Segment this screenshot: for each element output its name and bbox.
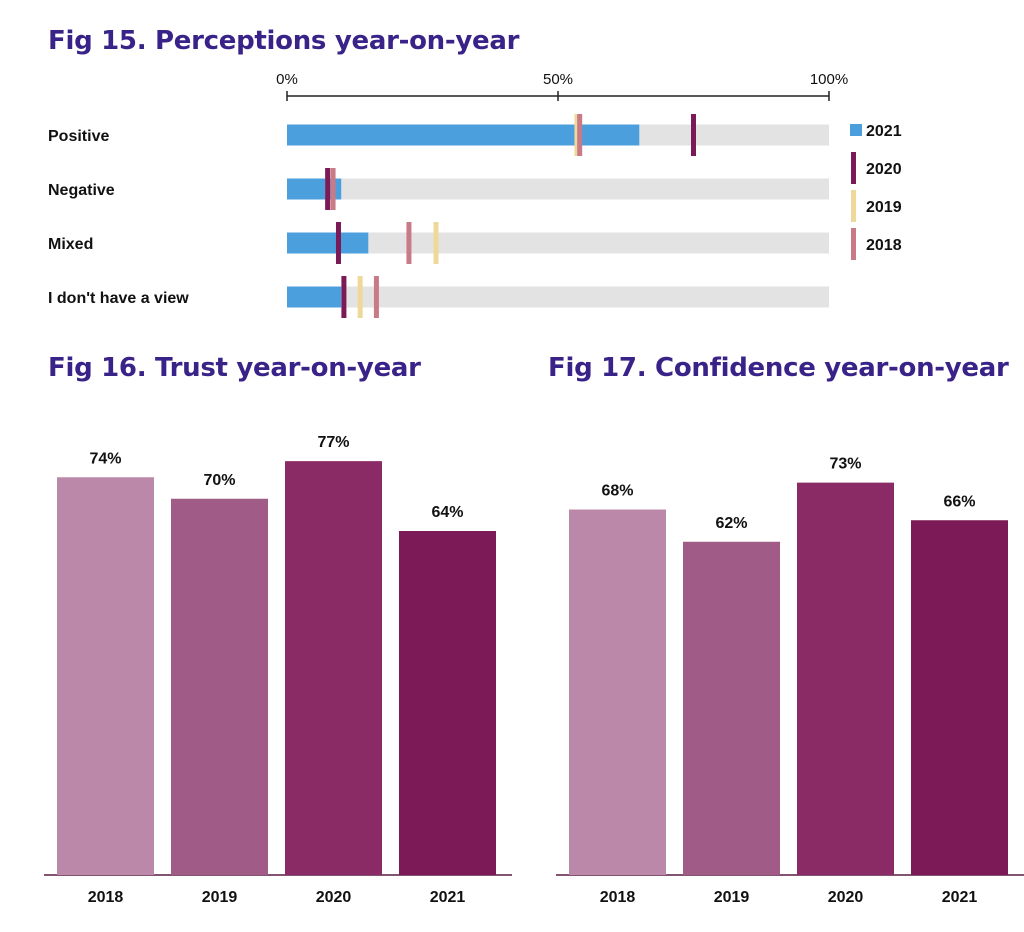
bar-2021-0 <box>287 124 640 146</box>
track-3 <box>287 286 829 308</box>
bar-2021-2 <box>287 232 369 254</box>
marker-2019-0 <box>574 114 580 156</box>
fig15-title: Fig 15. Perceptions year-on-year <box>48 26 520 56</box>
legend-label-2020: 2020 <box>866 161 902 178</box>
bar-2020 <box>285 461 382 875</box>
legend-swatch-2019 <box>851 190 856 222</box>
category-label-0: Positive <box>48 128 109 145</box>
bar-2021 <box>911 520 1008 875</box>
marker-2018-3 <box>373 276 379 318</box>
confidence-chart: 68% 2018 62% 2019 73% 2020 66% 2021 <box>556 456 1024 906</box>
category-label-2020: 2020 <box>316 889 352 906</box>
bar-2021-3 <box>287 286 342 308</box>
data-label-2020: 73% <box>829 456 861 473</box>
category-label-2018: 2018 <box>600 889 636 906</box>
fig16-title: Fig 16. Trust year-on-year <box>48 353 421 383</box>
category-label-3: I don't have a view <box>48 290 189 307</box>
category-label-2019: 2019 <box>714 889 750 906</box>
marker-2020-3 <box>341 276 347 318</box>
category-label-2021: 2021 <box>430 889 466 906</box>
category-label-2020: 2020 <box>828 889 864 906</box>
legend-label-2019: 2019 <box>866 199 902 216</box>
marker-2020-2 <box>335 222 341 264</box>
data-label-2021: 66% <box>943 493 975 510</box>
data-label-2020: 77% <box>317 434 349 451</box>
marker-2020-0 <box>691 114 696 156</box>
perceptions-chart: 0% 50% 100% Positive Negative Mixed I don't ha… <box>48 71 902 318</box>
marker-2018-0 <box>577 114 583 156</box>
bar-2018 <box>57 477 154 875</box>
bar-2019 <box>171 498 268 875</box>
bar-2019 <box>683 541 780 875</box>
data-label-2021: 64% <box>431 504 463 521</box>
data-label-2019: 70% <box>203 472 235 489</box>
marker-2019-2 <box>433 222 439 264</box>
marker-2019-3 <box>357 276 363 318</box>
bar-2021 <box>399 531 496 875</box>
bar-2018 <box>569 509 666 875</box>
marker-2020-1 <box>325 168 331 210</box>
trust-chart: 74% 2018 70% 2019 77% 2020 64% 2021 <box>44 434 512 906</box>
fig17-title: Fig 17. Confidence year-on-year <box>548 353 1009 383</box>
category-label-2019: 2019 <box>202 889 238 906</box>
legend-swatch-2021 <box>850 124 862 136</box>
data-label-2019: 62% <box>715 515 747 532</box>
category-label-2018: 2018 <box>88 889 124 906</box>
legend-label-2021: 2021 <box>866 123 902 140</box>
x-tick-label-1: 50% <box>543 71 573 88</box>
track-1 <box>287 178 829 200</box>
category-label-2021: 2021 <box>942 889 978 906</box>
data-label-2018: 74% <box>89 450 121 467</box>
x-tick-label-0: 0% <box>276 71 298 88</box>
category-label-1: Negative <box>48 182 115 199</box>
legend-label-2018: 2018 <box>866 237 902 254</box>
marker-2018-1 <box>330 168 336 210</box>
marker-2018-2 <box>406 222 412 264</box>
data-label-2018: 68% <box>601 483 633 500</box>
track-2 <box>287 232 829 254</box>
bar-2020 <box>797 482 894 875</box>
x-tick-label-2: 100% <box>810 71 848 88</box>
legend-swatch-2020 <box>851 152 856 184</box>
legend-swatch-2018 <box>851 228 856 260</box>
category-label-2: Mixed <box>48 236 93 253</box>
